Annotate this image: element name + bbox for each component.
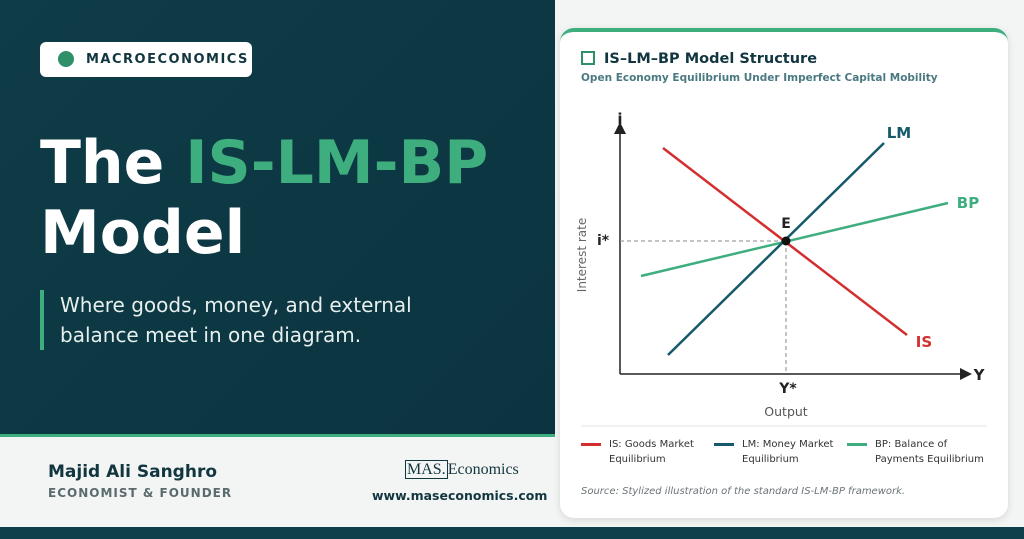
y-star-label: Y* — [778, 381, 797, 397]
card-subtitle: Open Economy Equilibrium Under Imperfect… — [581, 72, 938, 84]
title-word: Model — [40, 198, 246, 268]
legend-text: BP: Balance of Payments Equilibrium — [875, 439, 984, 465]
legend-item: BP: Balance of Payments Equilibrium — [847, 437, 985, 467]
equilibrium-label: E — [781, 216, 791, 232]
y-axis-symbol: i — [617, 110, 622, 128]
tagline: Where goods, money, and external balance… — [40, 290, 420, 350]
logo-mark: MAS. — [405, 460, 448, 479]
divider — [0, 434, 555, 437]
card — [560, 28, 1008, 518]
card-icon — [581, 51, 595, 65]
bottom-strip — [0, 527, 1024, 539]
legend-item: IS: Goods Market Equilibrium — [581, 437, 719, 467]
x-axis-label: Output — [764, 404, 808, 419]
legend-text: IS: Goods Market Equilibrium — [609, 439, 694, 465]
legend-text: LM: Money Market Equilibrium — [742, 439, 834, 465]
author: Majid Ali Sanghro — [48, 462, 218, 482]
logo: MAS. Economics — [405, 460, 519, 479]
card-title: IS–LM–BP Model Structure — [604, 51, 818, 67]
legend-item: LM: Money Market Equilibrium — [714, 437, 852, 467]
i-star-label: i* — [597, 233, 610, 249]
logo-name: Economics — [447, 461, 519, 478]
equilibrium-point — [781, 236, 791, 246]
x-axis-symbol: Y — [973, 366, 986, 384]
badge-text: MACROECONOMICS — [86, 52, 249, 67]
website[interactable]: www.maseconomics.com — [372, 488, 548, 503]
curve-label: BP — [957, 194, 979, 212]
title-word: The — [40, 128, 165, 198]
hero-title: The IS-LM-BP Model — [40, 128, 488, 268]
y-axis-label: Interest rate — [575, 218, 589, 292]
bp-curve — [640, 201, 949, 278]
badge: MACROECONOMICS — [40, 42, 252, 77]
title-highlight: IS-LM-BP — [185, 128, 489, 198]
curve-label: LM — [887, 124, 912, 142]
lm-curve — [667, 142, 885, 356]
role: ECONOMIST & FOUNDER — [48, 486, 233, 500]
curve-label: IS — [916, 333, 932, 351]
source-note: Source: Stylized illustration of the sta… — [581, 486, 906, 497]
